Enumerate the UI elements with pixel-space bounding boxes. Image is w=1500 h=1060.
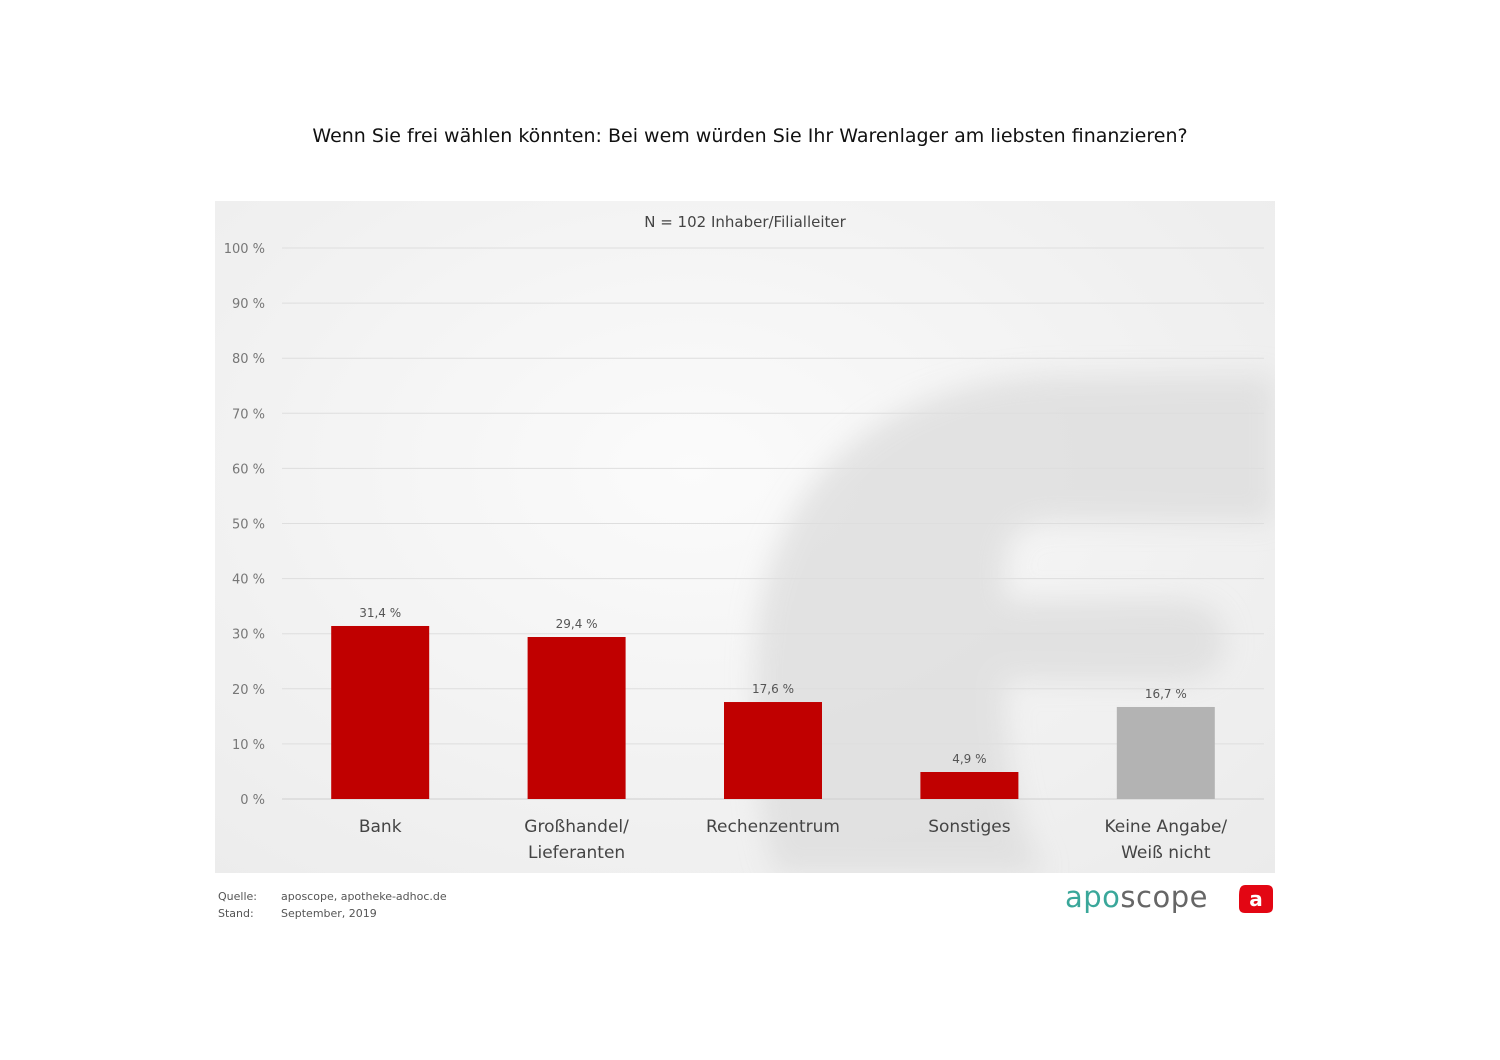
y-tick-label: 50 % — [232, 518, 265, 533]
bar — [331, 625, 430, 799]
y-tick-label: 0 % — [240, 793, 265, 808]
brand-logo: aposcope — [1065, 880, 1208, 914]
bar — [527, 637, 626, 799]
bar-chart: 0 % 10 % 20 % 30 % 40 % 50 % 60 % 70 % 80 % 90 % 1… — [224, 242, 1264, 863]
data-label: 16,7 % — [1145, 687, 1187, 701]
x-tick-label: Keine Angabe/Weiß nicht — [1104, 817, 1227, 863]
data-label: 29,4 % — [556, 617, 598, 631]
source-label: Quelle: — [218, 890, 257, 903]
x-tick-label: Sonstiges — [928, 817, 1010, 837]
brand-name-part2: scope — [1120, 880, 1208, 914]
y-tick-label: 20 % — [232, 683, 265, 698]
y-tick-label: 80 % — [232, 352, 265, 367]
chart-panel: N = 102 Inhaber/Filialleiter 0 % 10 % 20 %… — [215, 201, 1275, 873]
y-tick-label: 30 % — [232, 628, 265, 643]
chart-subtitle: N = 102 Inhaber/Filialleiter — [644, 213, 846, 231]
y-tick-label: 100 % — [224, 242, 265, 257]
chart-title: Wenn Sie frei wählen könnten: Bei wem wü… — [312, 125, 1188, 147]
a-logo-icon: a — [1239, 885, 1273, 913]
x-tick-label: Großhandel/Lieferanten — [524, 817, 629, 863]
y-tick-label: 60 % — [232, 462, 265, 477]
data-label: 31,4 % — [359, 606, 401, 620]
footer: Quelle: aposcope, apotheke-adhoc.de Stan… — [218, 888, 447, 922]
brand-name-part1: apo — [1065, 880, 1121, 914]
bar — [724, 702, 822, 799]
x-tick-label: Bank — [359, 817, 402, 837]
y-tick-label: 40 % — [232, 573, 265, 588]
brand-icon-letter: a — [1249, 887, 1263, 911]
bar — [920, 772, 1019, 799]
bar — [1116, 706, 1215, 799]
y-tick-label: 10 % — [232, 738, 265, 753]
watermark-logo-icon — [755, 376, 1275, 873]
y-tick-label: 90 % — [232, 297, 265, 312]
data-label: 17,6 % — [752, 682, 794, 696]
x-tick-label: Rechenzentrum — [706, 817, 840, 837]
date-value: September, 2019 — [281, 907, 377, 920]
data-label: 4,9 % — [952, 752, 986, 766]
y-tick-label: 70 % — [232, 407, 265, 422]
date-label: Stand: — [218, 907, 254, 920]
source-value: aposcope, apotheke-adhoc.de — [281, 890, 447, 903]
